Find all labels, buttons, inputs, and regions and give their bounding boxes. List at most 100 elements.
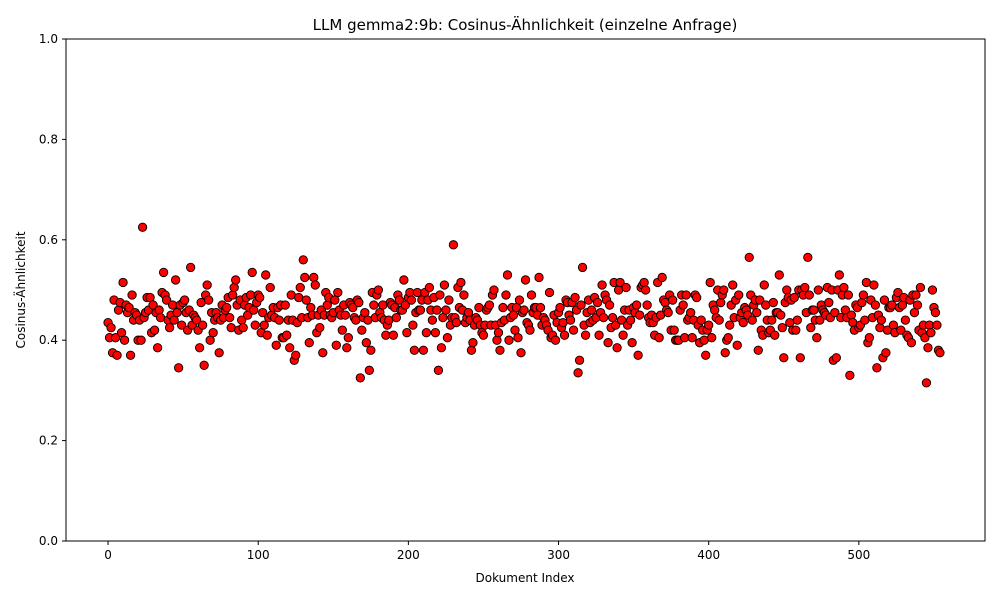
data-point [565, 315, 576, 325]
data-point [214, 348, 224, 358]
data-point [229, 282, 239, 293]
data-point [893, 287, 903, 298]
data-point [478, 330, 489, 340]
y-tick-label: 0.8 [39, 132, 58, 146]
data-point [170, 275, 181, 285]
data-point [340, 310, 350, 320]
data-point [149, 325, 160, 335]
data-point [747, 315, 757, 325]
data-point [714, 315, 724, 325]
data-point [152, 343, 163, 353]
x-axis-label: Dokument Index [476, 571, 575, 585]
data-point [337, 325, 347, 335]
data-point [525, 325, 535, 335]
data-point [501, 290, 511, 300]
data-point [418, 345, 429, 355]
data-point [752, 307, 762, 318]
data-point [767, 315, 777, 325]
data-point [830, 307, 840, 318]
data-point [663, 307, 673, 318]
data-point [409, 345, 420, 355]
data-point [185, 262, 196, 273]
data-points [103, 222, 945, 388]
data-point [621, 282, 631, 293]
data-point [231, 275, 241, 285]
data-point [815, 315, 825, 325]
data-point [725, 320, 735, 330]
data-point [534, 272, 544, 283]
data-point [199, 360, 209, 370]
data-point [705, 277, 715, 288]
data-point [707, 333, 717, 343]
data-point [858, 290, 869, 300]
data-point [228, 290, 238, 300]
data-point [586, 305, 597, 315]
data-point [456, 277, 466, 288]
data-point [364, 365, 374, 375]
data-point [634, 310, 645, 320]
data-point [322, 300, 332, 310]
data-point [433, 365, 444, 375]
data-point [603, 338, 613, 348]
data-point [592, 297, 603, 308]
data-point [692, 292, 702, 303]
data-point [415, 305, 426, 315]
data-point [570, 292, 580, 303]
data-point [255, 292, 265, 303]
data-point [839, 282, 849, 293]
data-point [618, 330, 628, 340]
data-point [208, 328, 218, 338]
data-point [728, 280, 738, 290]
data-point [110, 333, 121, 343]
data-point [598, 312, 609, 323]
data-point [493, 328, 504, 338]
data-point [502, 270, 513, 280]
data-point [435, 290, 445, 300]
data-point [806, 322, 816, 333]
x-tick-label: 300 [547, 548, 570, 562]
data-point [441, 305, 451, 315]
data-point [642, 300, 652, 310]
data-point [888, 320, 899, 330]
data-point [304, 338, 314, 348]
data-point [668, 295, 678, 305]
data-point [285, 343, 295, 353]
data-point [271, 340, 281, 350]
data-point [466, 345, 477, 355]
data-point [357, 325, 367, 335]
data-point [759, 280, 769, 290]
data-point [696, 315, 706, 325]
data-point [291, 350, 301, 360]
data-point [879, 295, 890, 305]
data-point [869, 280, 879, 290]
data-point [154, 305, 164, 315]
data-point [770, 330, 780, 340]
data-point [342, 343, 352, 353]
x-tick-label: 200 [397, 548, 420, 562]
y-axis-label: Cosinus-Ähnlichkeit [13, 231, 28, 348]
data-point [258, 307, 268, 318]
data-point [738, 317, 748, 328]
data-point [295, 282, 305, 293]
data-point [710, 305, 720, 315]
data-point [519, 305, 529, 315]
data-point [580, 330, 591, 340]
data-point [610, 320, 621, 330]
plot-frame [65, 38, 986, 542]
data-point [176, 320, 187, 330]
data-point [723, 333, 733, 343]
data-point [935, 348, 945, 358]
data-point [331, 340, 341, 350]
data-point [864, 333, 875, 343]
data-point [179, 295, 190, 305]
data-point [373, 285, 383, 295]
data-point [408, 320, 418, 330]
data-point [789, 292, 799, 303]
data-point [881, 348, 891, 358]
data-point [631, 300, 642, 310]
data-point [514, 295, 525, 305]
data-point [597, 280, 607, 290]
data-point [612, 343, 622, 353]
data-point [559, 330, 570, 340]
y-tick-label: 1.0 [39, 32, 58, 46]
